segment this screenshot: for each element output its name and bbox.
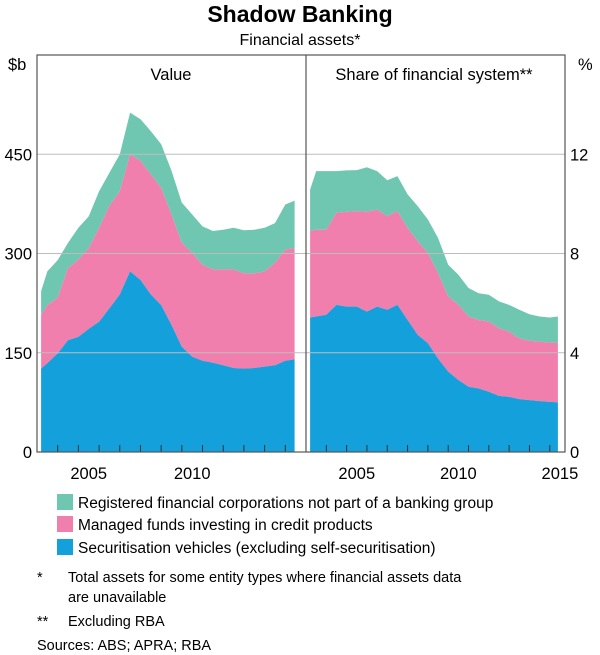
legend-label-securitisation: Securitisation vehicles (excluding self-… — [78, 540, 436, 557]
chart-title: Shadow Banking — [207, 1, 392, 27]
area-managed-funds-panel-2 — [310, 209, 558, 403]
y-tick-label: 8 — [570, 246, 579, 264]
x-tick-label: 2010 — [440, 465, 477, 483]
x-tick-label: 2015 — [542, 465, 579, 483]
chart-subtitle: Financial assets* — [240, 32, 361, 49]
y-tick-label: 0 — [570, 444, 579, 462]
legend-swatch-managed — [57, 516, 73, 532]
note-mark-1: * — [37, 570, 43, 586]
x-tick-label: 2005 — [338, 465, 375, 483]
x-tick-label: 2010 — [174, 465, 211, 483]
plot-area: 0 150 300 450 2005 2010 0 4 8 12 2005 2010 2015 — [4, 54, 588, 483]
y-tick-label: 4 — [570, 345, 579, 363]
y-tick-label: 12 — [570, 146, 588, 164]
left-unit-label: $b — [8, 56, 26, 74]
footnotes: * Total assets for some entity types whe… — [37, 570, 462, 654]
area-managed-funds-panel-1 — [41, 154, 295, 369]
area-rfc-panel-1 — [41, 112, 295, 315]
note-text-1a: Total assets for some entity types where… — [68, 570, 462, 586]
y-tick-label: 0 — [23, 444, 32, 462]
y-tick-label: 150 — [4, 345, 32, 363]
sources-note: Sources: ABS; APRA; RBA — [37, 638, 211, 654]
note-mark-2: ** — [37, 614, 49, 630]
area-rfc-panel-2 — [310, 167, 558, 343]
legend: Registered financial corporations not pa… — [57, 494, 493, 557]
note-text-2: Excluding RBA — [68, 614, 165, 630]
legend-swatch-securitisation — [57, 539, 73, 555]
legend-label-managed: Managed funds investing in credit produc… — [78, 517, 373, 534]
legend-label-rfc: Registered financial corporations not pa… — [78, 495, 493, 512]
area-securitisation-panel-2 — [310, 304, 558, 452]
right-unit-label: % — [578, 56, 593, 74]
area-securitisation-panel-1 — [41, 271, 295, 452]
left-panel-title: Value — [151, 66, 192, 84]
right-panel-title: Share of financial system** — [335, 66, 533, 84]
y-tick-label: 300 — [4, 246, 32, 264]
note-text-1b: are unavailable — [68, 590, 166, 606]
y-tick-label: 450 — [4, 146, 32, 164]
chart-frame — [36, 54, 566, 453]
x-tick-label: 2005 — [70, 465, 107, 483]
legend-swatch-rfc — [57, 494, 73, 510]
